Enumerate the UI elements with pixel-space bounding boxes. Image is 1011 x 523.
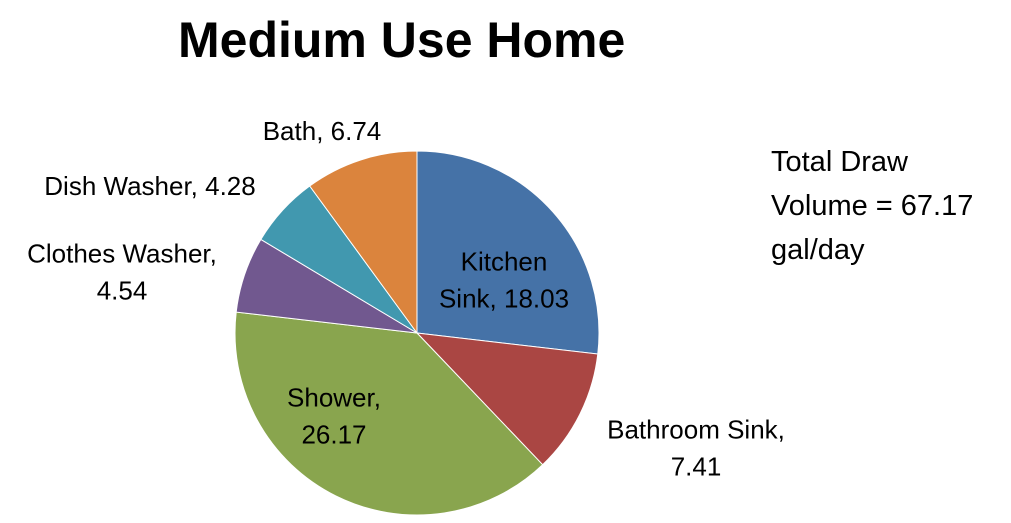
pie-slice-bath — [309, 150, 418, 335]
chart-title: Medium Use Home — [178, 12, 626, 68]
total-note-line-2: Volume = 67.17 — [771, 190, 974, 222]
total-note-line-3: gal/day — [771, 234, 865, 266]
data-label-bathroom-sink: Bathroom Sink, 7.41 — [607, 415, 785, 482]
pie-slices — [234, 150, 600, 516]
data-label-shower: Shower, 26.17 — [287, 383, 381, 450]
pie-slice-shower — [234, 311, 544, 516]
data-label-bath: Bath, 6.74 — [263, 116, 382, 146]
data-label-clothes-washer: Clothes Washer, 4.54 — [27, 239, 217, 306]
pie-slice-bathroom-sink — [415, 332, 599, 466]
data-label-kitchen-sink: Kitchen Sink, 18.03 — [439, 247, 569, 314]
total-draw-annotation: Total Draw Volume = 67.17 gal/day — [771, 140, 1006, 272]
pie-labels: Kitchen Sink, 18.03 Bathroom Sink, 7.41 Show… — [27, 116, 785, 482]
pie-slice-kitchen-sink — [416, 150, 600, 355]
total-note-line-1: Total Draw — [771, 146, 908, 178]
data-label-dish-washer: Dish Washer, 4.28 — [44, 171, 255, 201]
